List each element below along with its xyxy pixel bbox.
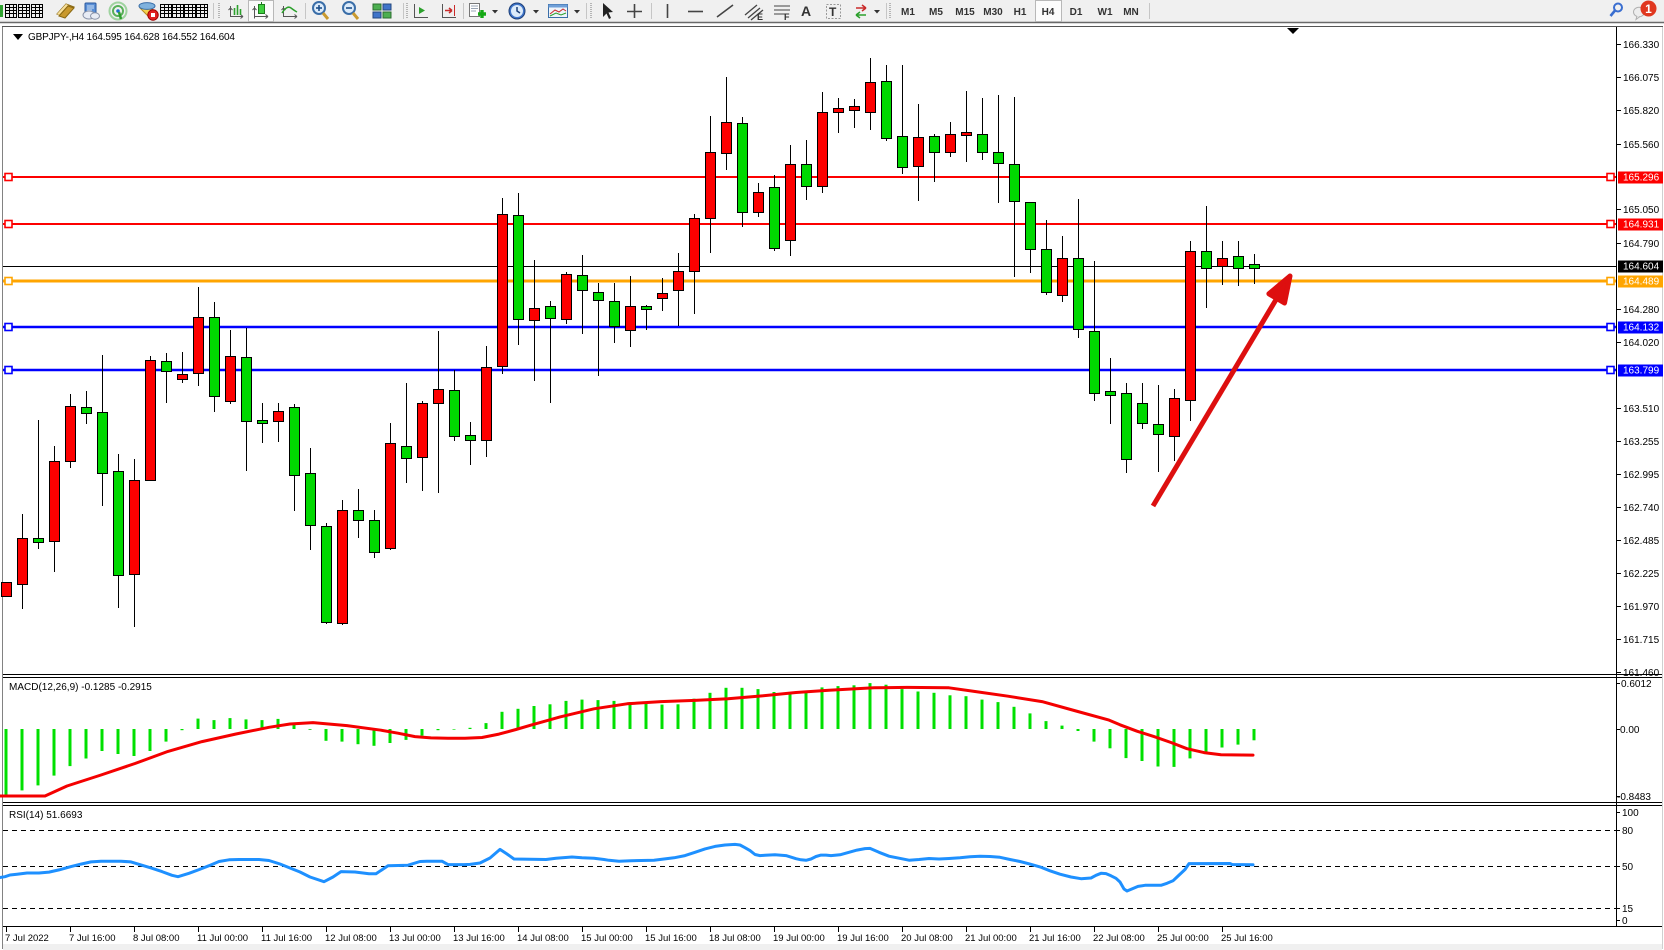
svg-text:162.740: 162.740 (1623, 503, 1660, 514)
svg-text:20 Jul 08:00: 20 Jul 08:00 (901, 933, 953, 944)
svg-text:7 Jul 2022: 7 Jul 2022 (5, 933, 49, 944)
svg-text:D1: D1 (1070, 7, 1083, 18)
svg-text:MN: MN (1123, 7, 1139, 18)
svg-text:14 Jul 08:00: 14 Jul 08:00 (517, 933, 569, 944)
svg-text:161.715: 161.715 (1623, 635, 1660, 646)
svg-text:A: A (801, 3, 811, 19)
svg-text:164.931: 164.931 (1623, 220, 1660, 231)
svg-text:100: 100 (1622, 808, 1639, 819)
svg-text:19 Jul 00:00: 19 Jul 00:00 (773, 933, 825, 944)
svg-text:162.225: 162.225 (1623, 569, 1660, 580)
svg-text:165.560: 165.560 (1623, 140, 1660, 151)
svg-text:T: T (829, 5, 837, 19)
svg-text:50: 50 (1622, 862, 1634, 873)
svg-text:21 Jul 00:00: 21 Jul 00:00 (965, 933, 1017, 944)
svg-text:12 Jul 08:00: 12 Jul 08:00 (325, 933, 377, 944)
svg-text:25 Jul 00:00: 25 Jul 00:00 (1157, 933, 1209, 944)
svg-text:1: 1 (1645, 2, 1652, 16)
svg-text:H4: H4 (1042, 7, 1055, 18)
svg-text:M1: M1 (901, 7, 915, 18)
svg-text:MACD(12,26,9) -0.1285 -0.2915: MACD(12,26,9) -0.1285 -0.2915 (9, 682, 152, 693)
svg-text:18 Jul 08:00: 18 Jul 08:00 (709, 933, 761, 944)
svg-text:-0.8483: -0.8483 (1617, 792, 1651, 803)
svg-text:W1: W1 (1098, 7, 1113, 18)
svg-text:H1: H1 (1014, 7, 1027, 18)
svg-text:13 Jul 16:00: 13 Jul 16:00 (453, 933, 505, 944)
svg-text:163.510: 163.510 (1623, 404, 1660, 415)
svg-text:0: 0 (1622, 916, 1628, 927)
svg-text:RSI(14) 51.6693: RSI(14) 51.6693 (9, 810, 83, 821)
svg-text:GBPJPY-,H4 164.595 164.628 16: GBPJPY-,H4 164.595 164.628 164.552 164.6… (28, 32, 235, 43)
svg-text:163.255: 163.255 (1623, 437, 1660, 448)
svg-text:11 Jul 00:00: 11 Jul 00:00 (197, 933, 248, 944)
svg-text:0.6012: 0.6012 (1621, 679, 1652, 690)
svg-text:162.995: 162.995 (1623, 470, 1660, 481)
svg-text:M15: M15 (955, 7, 975, 18)
svg-text:165.050: 165.050 (1623, 205, 1660, 216)
svg-text:8 Jul 08:00: 8 Jul 08:00 (133, 933, 179, 944)
svg-text:13 Jul 00:00: 13 Jul 00:00 (389, 933, 441, 944)
svg-text:11 Jul 16:00: 11 Jul 16:00 (261, 933, 312, 944)
svg-text:0.00: 0.00 (1620, 725, 1640, 736)
svg-text:164.790: 164.790 (1623, 239, 1660, 250)
svg-text:164.489: 164.489 (1623, 277, 1660, 288)
svg-text:162.485: 162.485 (1623, 536, 1660, 547)
svg-text:80: 80 (1622, 826, 1634, 837)
svg-text:161.460: 161.460 (1623, 668, 1660, 679)
svg-text:166.330: 166.330 (1623, 40, 1660, 51)
svg-text:25 Jul 16:00: 25 Jul 16:00 (1221, 933, 1273, 944)
svg-text:165.296: 165.296 (1623, 173, 1660, 184)
svg-text:M5: M5 (929, 7, 943, 18)
svg-text:15 Jul 00:00: 15 Jul 00:00 (581, 933, 633, 944)
svg-text:15 Jul 16:00: 15 Jul 16:00 (645, 933, 697, 944)
svg-text:166.075: 166.075 (1623, 73, 1660, 84)
svg-text:164.132: 164.132 (1623, 323, 1660, 334)
svg-text:164.604: 164.604 (1623, 262, 1660, 273)
svg-text:163.799: 163.799 (1623, 366, 1660, 377)
svg-text:161.970: 161.970 (1623, 602, 1660, 613)
svg-text:7 Jul 16:00: 7 Jul 16:00 (69, 933, 115, 944)
svg-text:22 Jul 08:00: 22 Jul 08:00 (1093, 933, 1145, 944)
svg-text:F: F (784, 12, 790, 22)
svg-text:19 Jul 16:00: 19 Jul 16:00 (837, 933, 889, 944)
svg-text:164.280: 164.280 (1623, 305, 1660, 316)
svg-text:21 Jul 16:00: 21 Jul 16:00 (1029, 933, 1081, 944)
svg-text:15: 15 (1622, 904, 1634, 915)
svg-text:165.820: 165.820 (1623, 106, 1660, 117)
svg-text:E: E (757, 12, 763, 22)
svg-text:164.020: 164.020 (1623, 338, 1660, 349)
svg-text:M30: M30 (983, 7, 1003, 18)
